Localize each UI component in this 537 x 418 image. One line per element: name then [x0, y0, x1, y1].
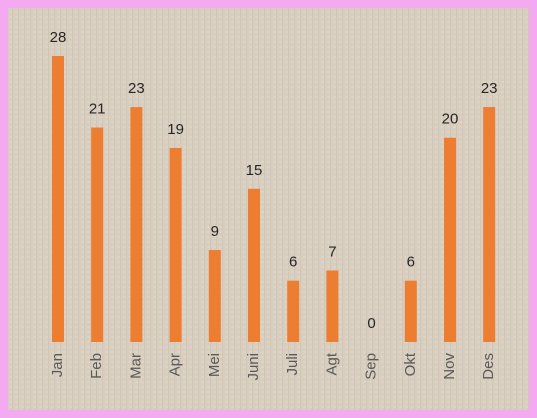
x-tick-label: Juni: [245, 353, 262, 381]
bar: [248, 188, 260, 342]
data-label: 6: [407, 254, 415, 271]
data-label: 7: [328, 243, 336, 260]
x-tick-label: Sep: [363, 353, 380, 380]
bar: [326, 270, 339, 342]
x-tick-label: Juli: [284, 353, 301, 376]
x-tick-label: Mei: [206, 353, 223, 377]
bar: [91, 127, 104, 342]
data-label: 23: [128, 80, 145, 97]
x-tick-label: Okt: [402, 352, 419, 376]
data-label: 23: [481, 80, 498, 97]
x-tick-label: Nov: [441, 353, 458, 380]
bar: [444, 137, 456, 342]
data-label: 9: [211, 223, 219, 240]
x-tick-label: Des: [480, 353, 497, 380]
data-label: 19: [167, 121, 184, 138]
bar: [483, 107, 496, 342]
x-tick-label: Mar: [127, 353, 144, 379]
data-label: 6: [289, 254, 297, 271]
data-label: 20: [442, 111, 459, 128]
data-label: 0: [367, 315, 375, 332]
bar: [169, 147, 182, 342]
bar: [404, 280, 417, 342]
bar: [52, 56, 64, 342]
bar: [130, 107, 143, 342]
x-tick-label: Feb: [88, 353, 105, 379]
bar: [208, 250, 221, 342]
bar: [287, 280, 300, 342]
x-tick-label: Jan: [49, 353, 66, 377]
x-tick-label: Agt: [323, 352, 340, 375]
data-label: 15: [246, 162, 263, 179]
data-label: 28: [50, 29, 67, 46]
x-tick-label: Apr: [167, 353, 184, 376]
data-label: 21: [89, 100, 106, 117]
